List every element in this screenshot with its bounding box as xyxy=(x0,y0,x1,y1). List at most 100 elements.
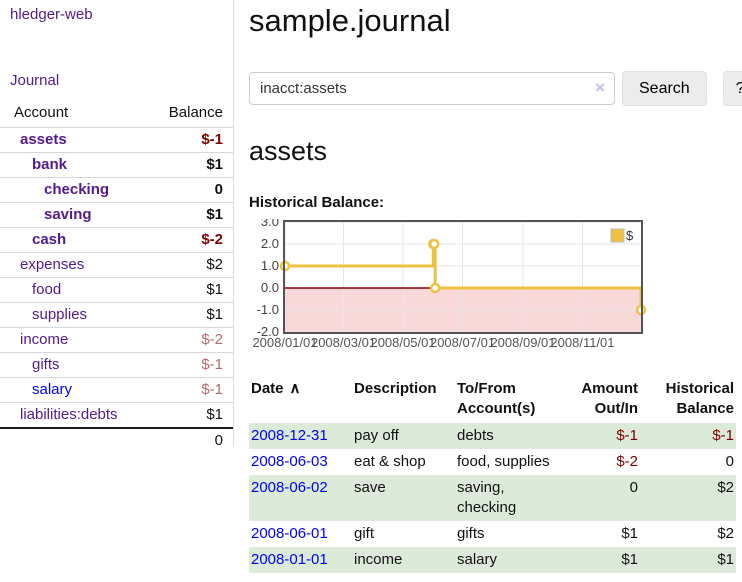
account-row: supplies $1 xyxy=(0,302,233,328)
account-row: saving $1 xyxy=(0,202,233,228)
account-name-cell: income xyxy=(0,327,148,353)
account-balance: $-2 xyxy=(147,327,233,353)
transaction-date-link[interactable]: 2008-12-31 xyxy=(251,427,328,444)
account-row: income $-2 xyxy=(0,327,233,353)
account-balance: $-1 xyxy=(147,127,233,153)
accounts-total-spacer xyxy=(0,427,148,453)
transaction-balance: 0 xyxy=(725,453,734,470)
account-row: assets $-1 xyxy=(0,127,233,153)
date-header-label: Date xyxy=(251,380,284,397)
account-balance: $-2 xyxy=(147,227,233,253)
account-row: expenses $2 xyxy=(0,252,233,278)
chart-svg: $3.0 2.0 1.0 0.0 -1.0 -2.02008/01/012008/03/0… xyxy=(252,214,647,350)
account-link[interactable]: gifts xyxy=(32,356,60,373)
transaction-accounts: debts xyxy=(457,427,494,444)
transaction-date-link[interactable]: 2008-01-01 xyxy=(251,551,328,568)
transaction-date-cell: 2008-12-31 xyxy=(249,423,346,449)
account-balance: $1 xyxy=(147,202,233,228)
register-table: Date ∧ Description To/From Account(s) Amount… xyxy=(249,375,736,573)
svg-text:3.0: 3.0 xyxy=(261,219,279,229)
account-balance: $1 xyxy=(147,402,233,428)
account-name-cell: food xyxy=(0,277,148,303)
account-link[interactable]: saving xyxy=(44,206,92,223)
sort-ascending-icon: ∧ xyxy=(289,380,301,397)
svg-text:$: $ xyxy=(626,228,634,243)
transaction-accounts: gifts xyxy=(457,525,485,542)
search-button[interactable]: Search xyxy=(622,71,707,106)
svg-text:-2.0: -2.0 xyxy=(257,324,279,339)
svg-text:2008/11/01: 2008/11/01 xyxy=(550,335,614,350)
account-link[interactable]: supplies xyxy=(32,306,88,323)
account-balance: $1 xyxy=(147,277,233,303)
account-link[interactable]: salary xyxy=(32,381,73,398)
historical-balance-chart: $3.0 2.0 1.0 0.0 -1.0 -2.0 2008/01/01 2008/03/0… xyxy=(249,214,742,357)
account-name-cell: expenses xyxy=(0,252,148,278)
svg-text:1.0: 1.0 xyxy=(261,258,279,273)
account-balance: $1 xyxy=(147,302,233,328)
register-header-row: Date ∧ Description To/From Account(s) Amount… xyxy=(249,375,736,423)
account-link[interactable]: assets xyxy=(20,131,67,148)
svg-text:2.0: 2.0 xyxy=(261,236,279,251)
account-name-cell: salary xyxy=(0,377,148,403)
account-link[interactable]: checking xyxy=(44,181,110,198)
transaction-date-link[interactable]: 2008-06-02 xyxy=(251,479,328,496)
transaction-description: gift xyxy=(354,525,375,542)
accounts-total-balance: 0 xyxy=(147,427,233,453)
account-link[interactable]: bank xyxy=(32,156,68,173)
transaction-balance: $-1 xyxy=(712,427,734,444)
svg-text:2008/07/01: 2008/07/01 xyxy=(430,335,495,350)
account-link[interactable]: liabilities:debts xyxy=(20,406,118,423)
svg-text:0.0: 0.0 xyxy=(261,280,279,295)
transaction-date-cell: 2008-06-03 xyxy=(249,449,346,475)
sidebar: hledger-web Journal Account Balance asse… xyxy=(0,0,234,453)
clear-search-icon[interactable]: × xyxy=(595,78,605,97)
journal-link[interactable]: Journal xyxy=(10,72,60,89)
search-row: × Search ? xyxy=(249,71,742,106)
account-name-cell: assets xyxy=(0,127,148,153)
account-heading: assets xyxy=(249,136,328,166)
transaction-date-cell: 2008-01-01 xyxy=(249,547,346,573)
transaction-date-cell: 2008-06-01 xyxy=(249,521,346,547)
transaction-accounts: food, supplies xyxy=(457,453,550,470)
transaction-accounts: saving, checking xyxy=(457,479,517,516)
svg-text:2008/01/01: 2008/01/01 xyxy=(252,335,317,350)
account-name-cell: supplies xyxy=(0,302,148,328)
chart-title: Historical Balance: xyxy=(249,194,385,211)
account-row: bank $1 xyxy=(0,152,233,178)
app-title-link[interactable]: hledger-web xyxy=(10,6,93,23)
transaction-amount: $-2 xyxy=(616,453,638,470)
transaction-row: 2008-06-01 gift gifts $1 $2 xyxy=(249,521,736,547)
account-row: gifts $-1 xyxy=(0,352,233,378)
main-panel: sample.journal × Search ? assets Histori… xyxy=(234,0,742,573)
account-name-cell: bank xyxy=(0,152,148,178)
transaction-balance: $2 xyxy=(717,525,734,542)
search-input[interactable] xyxy=(249,72,615,105)
accounts-total-row: 0 xyxy=(0,427,233,453)
svg-text:-1.0: -1.0 xyxy=(257,302,279,317)
transaction-date-link[interactable]: 2008-06-03 xyxy=(251,453,328,470)
help-button[interactable]: ? xyxy=(722,71,742,106)
account-balance: $-1 xyxy=(147,352,233,378)
account-balance: $2 xyxy=(147,252,233,278)
register-header-balance: Historical Balance xyxy=(665,380,734,417)
account-name-cell: saving xyxy=(0,202,148,228)
accounts-table: Account Balance assets $-1 bank $1 checking 0… xyxy=(0,102,233,453)
account-row: liabilities:debts $1 xyxy=(0,402,233,428)
account-link[interactable]: food xyxy=(32,281,62,298)
transaction-description: save xyxy=(354,479,386,496)
account-link[interactable]: income xyxy=(20,331,69,348)
transaction-date-link[interactable]: 2008-06-01 xyxy=(251,525,328,542)
transaction-balance: $1 xyxy=(717,551,734,568)
transaction-amount: $1 xyxy=(621,551,638,568)
svg-text:2008/09/01: 2008/09/01 xyxy=(490,335,555,350)
register-header-accounts: To/From Account(s) xyxy=(457,380,536,417)
transaction-amount: $-1 xyxy=(616,427,638,444)
svg-text:2008/03/01: 2008/03/01 xyxy=(311,335,376,350)
transaction-description: eat & shop xyxy=(354,453,426,470)
register-header-date[interactable]: Date ∧ xyxy=(249,375,346,423)
account-name-cell: gifts xyxy=(0,352,148,378)
account-link[interactable]: expenses xyxy=(20,256,85,273)
account-balance: 0 xyxy=(147,177,233,203)
account-link[interactable]: cash xyxy=(32,231,67,248)
